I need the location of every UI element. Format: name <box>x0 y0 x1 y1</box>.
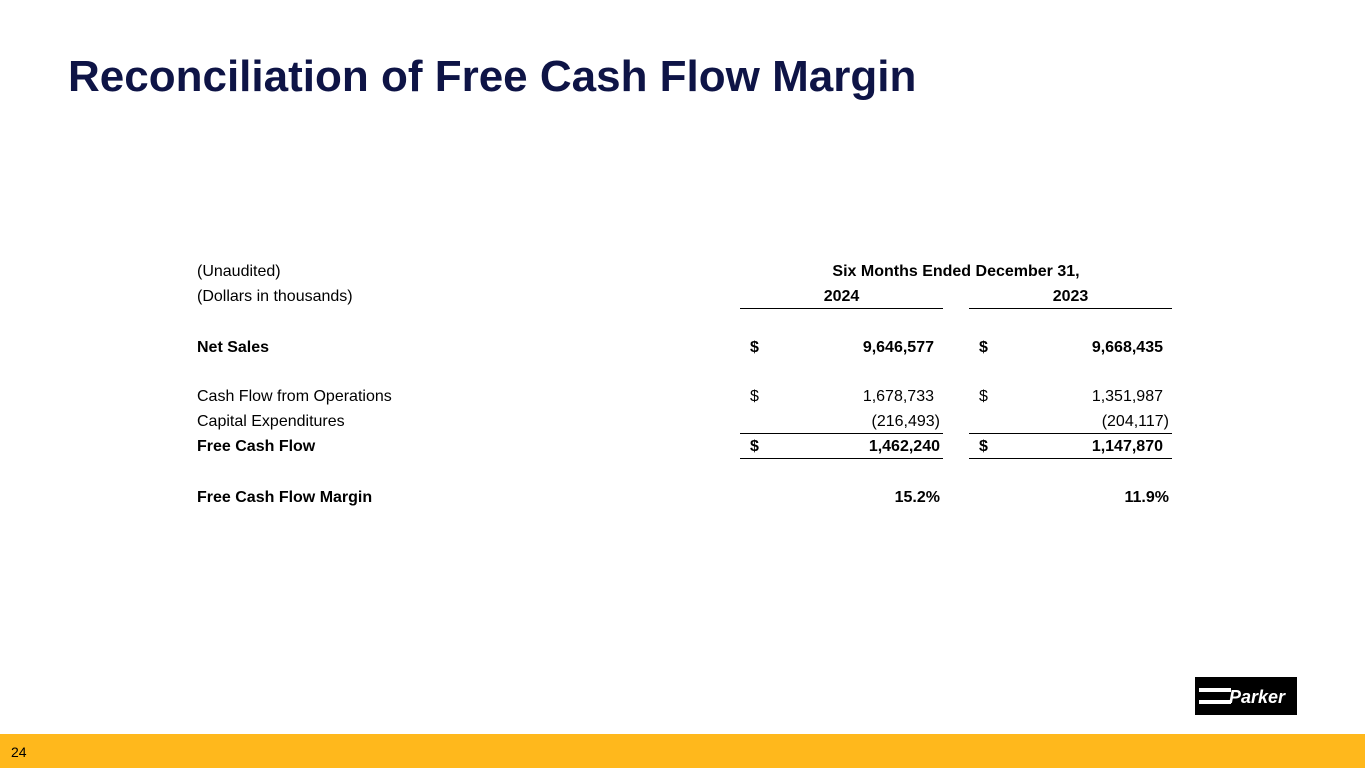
parker-logo-icon: Parker <box>1195 677 1297 715</box>
row-label: Cash Flow from Operations <box>197 388 392 405</box>
year-header-2023: 2023 <box>1052 288 1089 305</box>
subtotal-rule-2023 <box>969 433 1172 434</box>
subtotal-rule-2024 <box>740 433 943 434</box>
page-title: Reconciliation of Free Cash Flow Margin <box>68 52 917 101</box>
header-rule-2024 <box>740 308 943 309</box>
value-2023: 9,668,435 <box>1091 339 1163 356</box>
header-rule-2023 <box>969 308 1172 309</box>
year-header-2024: 2024 <box>823 288 860 305</box>
row-label: Free Cash Flow <box>197 438 316 455</box>
value-2024: 1,462,240 <box>868 438 940 455</box>
total-rule-2024 <box>740 458 943 459</box>
currency-symbol: $ <box>750 339 759 356</box>
logo-text: Parker <box>1229 687 1286 707</box>
row-label: Free Cash Flow Margin <box>197 489 373 506</box>
page-number: 24 <box>11 744 27 760</box>
units-note: (Dollars in thousands) <box>197 288 353 305</box>
value-2023: 11.9% <box>1124 489 1169 506</box>
total-rule-2023 <box>969 458 1172 459</box>
value-2023: 1,147,870 <box>1091 438 1163 455</box>
currency-symbol: $ <box>979 339 988 356</box>
footer-bar: 24 <box>0 734 1365 768</box>
currency-symbol: $ <box>750 438 759 455</box>
unaudited-note: (Unaudited) <box>197 263 281 280</box>
currency-symbol: $ <box>750 388 759 405</box>
currency-symbol: $ <box>979 438 988 455</box>
row-label: Net Sales <box>197 339 270 356</box>
value-2024: 9,646,577 <box>862 339 934 356</box>
value-2023: 1,351,987 <box>1091 388 1163 405</box>
value-2023: (204,117) <box>1101 413 1169 430</box>
currency-symbol: $ <box>979 388 988 405</box>
value-2024: 15.2% <box>894 489 940 506</box>
row-label: Capital Expenditures <box>197 413 345 430</box>
value-2024: 1,678,733 <box>862 388 934 405</box>
period-header: Six Months Ended December 31, <box>832 263 1080 280</box>
value-2024: (216,493) <box>871 413 941 430</box>
